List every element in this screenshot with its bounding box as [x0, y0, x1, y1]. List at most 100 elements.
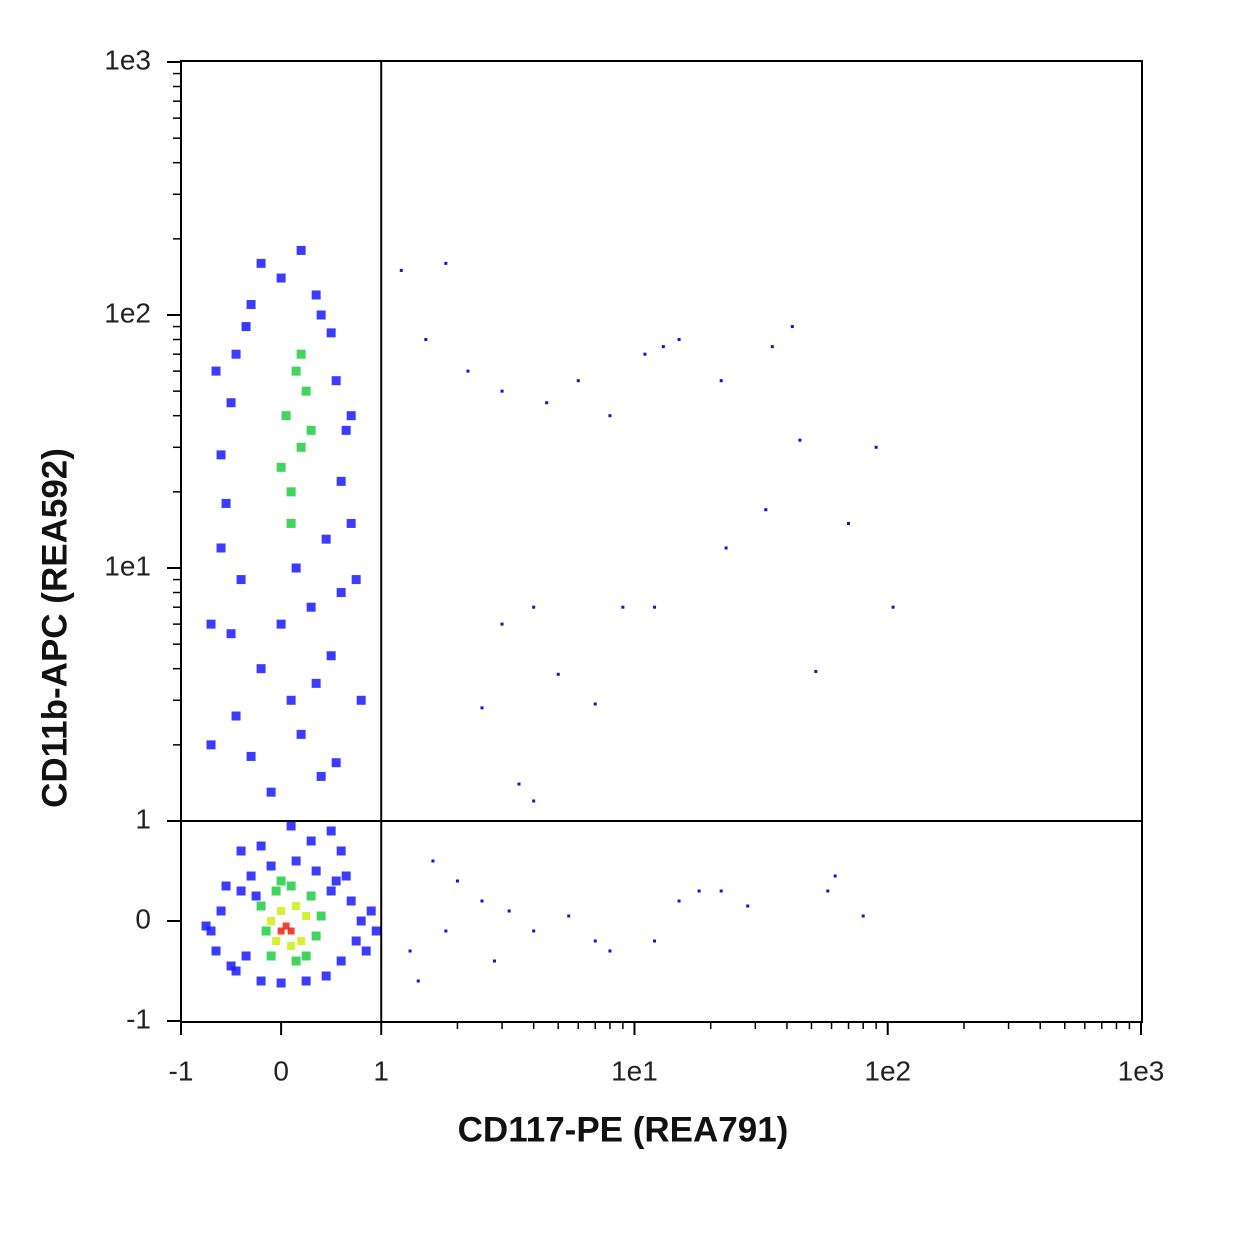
point [480, 899, 484, 903]
point [301, 386, 311, 396]
point [608, 414, 612, 418]
point [277, 927, 285, 935]
point [507, 909, 511, 913]
point [256, 901, 266, 911]
point [346, 411, 356, 421]
point [361, 946, 371, 956]
point [661, 345, 665, 349]
point [231, 711, 241, 721]
point [545, 401, 549, 405]
point [231, 966, 241, 976]
point [276, 876, 286, 886]
point [826, 889, 830, 893]
point [306, 602, 316, 612]
point [444, 929, 448, 933]
y-tick-label: 1e2 [104, 297, 151, 328]
point [492, 959, 496, 963]
point [316, 911, 326, 921]
point [287, 942, 296, 950]
x-tick-label: 1e3 [1118, 1055, 1165, 1086]
point [241, 322, 251, 332]
point [874, 445, 878, 449]
point [770, 345, 774, 349]
point [677, 899, 681, 903]
point [371, 926, 381, 936]
point [621, 605, 625, 609]
point [724, 546, 728, 550]
point [719, 889, 723, 893]
point [593, 702, 597, 706]
point [346, 896, 356, 906]
point [331, 758, 341, 768]
point [326, 651, 336, 661]
point [276, 619, 286, 629]
point [608, 949, 612, 953]
point [297, 937, 306, 945]
point [296, 349, 306, 359]
y-tick-label: 0 [135, 903, 151, 934]
point [306, 891, 316, 901]
point [399, 268, 403, 272]
x-tick-label: 0 [273, 1055, 289, 1086]
point [321, 534, 331, 544]
point [346, 518, 356, 528]
point [677, 338, 681, 342]
point [532, 799, 536, 803]
point [341, 425, 351, 435]
point [211, 366, 221, 376]
point [311, 290, 321, 300]
point [861, 914, 865, 918]
point [287, 927, 295, 935]
point [236, 846, 246, 856]
x-tick-label: 1e2 [864, 1055, 911, 1086]
point [576, 379, 580, 383]
x-tick-label: 1e1 [611, 1055, 658, 1086]
x-tick-label: -1 [169, 1055, 194, 1086]
point [271, 886, 281, 896]
point [643, 352, 647, 356]
point [517, 782, 521, 786]
point [444, 261, 448, 265]
point [746, 904, 750, 908]
point [246, 751, 256, 761]
point [356, 916, 366, 926]
point [500, 389, 504, 393]
point [286, 487, 296, 497]
point [286, 518, 296, 528]
y-tick-label: -1 [126, 1003, 151, 1034]
point [480, 706, 484, 710]
point [814, 669, 818, 673]
point [466, 369, 470, 373]
point [326, 886, 336, 896]
point [256, 664, 266, 674]
point [351, 575, 361, 585]
point [226, 961, 236, 971]
point [246, 300, 256, 310]
point [266, 787, 276, 797]
point [500, 622, 504, 626]
point [291, 563, 301, 573]
point [336, 956, 346, 966]
x-axis-title: CD117-PE (REA791) [458, 1110, 789, 1149]
point [532, 605, 536, 609]
point [216, 450, 226, 460]
point [336, 476, 346, 486]
point [206, 926, 216, 936]
point [286, 695, 296, 705]
point [261, 926, 271, 936]
point [356, 695, 366, 705]
point [556, 672, 560, 676]
point [326, 826, 336, 836]
point [653, 939, 657, 943]
point [455, 879, 459, 883]
point [847, 521, 851, 525]
plot-marks [201, 245, 895, 988]
point [226, 398, 236, 408]
point [719, 379, 723, 383]
point [306, 425, 316, 435]
point [291, 856, 301, 866]
point [798, 438, 802, 442]
point [336, 588, 346, 598]
y-tick-label: 1e1 [104, 550, 151, 581]
point [593, 939, 597, 943]
